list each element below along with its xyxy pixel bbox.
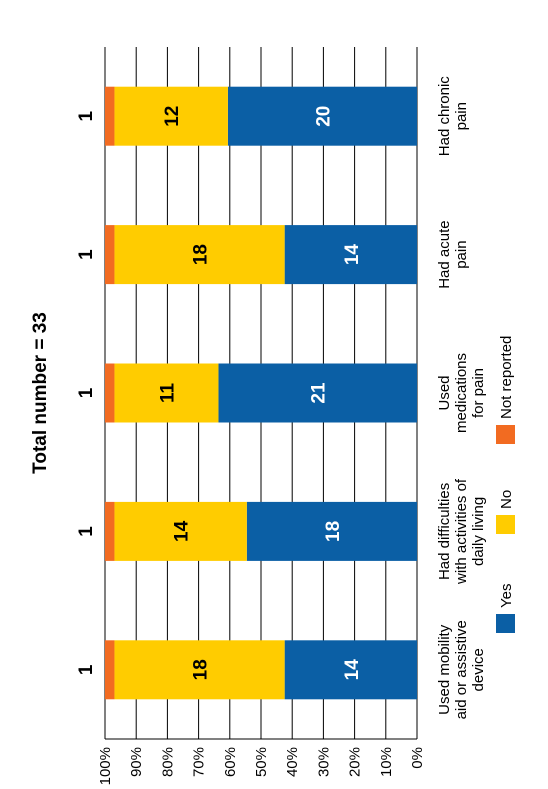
data-label: 14 [342,244,363,266]
bar-segment [114,640,285,700]
bar-segment [284,640,417,700]
bar-segment [246,501,417,561]
data-label: 18 [191,244,212,265]
data-label: 11 [157,383,178,404]
data-label: 14 [342,659,363,681]
y-tick-label: 100% [97,747,114,785]
data-label: 1 [76,526,97,537]
data-label: 1 [76,664,97,675]
data-label: 21 [309,382,330,404]
y-tick-label: 0% [409,747,426,769]
y-tick-label: 60% [222,747,239,777]
bar-segment [105,501,115,561]
y-tick-label: 50% [253,747,270,777]
legend-label: Not reported [498,336,515,419]
category-label: Had difficultieswith activities ofdaily … [436,478,487,585]
legend-label: Yes [498,584,515,608]
bar-segment [114,363,219,423]
y-tick-label: 90% [128,747,145,777]
data-label: 1 [76,110,97,121]
legend-swatch [496,515,515,534]
bar-segment [218,363,417,423]
y-tick-label: 40% [284,747,301,777]
data-label: 1 [76,249,97,260]
bar-segment [105,363,115,423]
data-label: 12 [162,106,183,127]
legend: Yes No Not reported [496,336,515,633]
category-label: Had acutepain [436,220,470,288]
data-label: 14 [172,520,193,542]
y-tick-label: 80% [159,747,176,777]
bar-segment [105,640,115,700]
bar-segment [284,225,417,285]
y-tick-label: 70% [191,747,208,777]
data-label: 18 [323,521,344,542]
chart-title: Total number = 33 [30,312,51,474]
y-tick-label: 20% [347,747,364,777]
value-axis: 0% 10% 20% 30% 40% 50% 60% 70% 80% 90% 100% [97,738,426,785]
category-label: Used mobilityaid or assistivedevice [436,620,487,719]
y-tick-label: 30% [315,747,332,777]
bar-segment [114,501,247,561]
category-labels: Used mobilityaid or assistivedevice Had d… [436,76,487,720]
data-label: 20 [313,106,334,127]
bar-segment [114,86,228,146]
data-label: 1 [76,387,97,398]
legend-swatch [496,614,515,633]
legend-swatch [496,425,515,444]
category-label: Had chronicpain [436,76,470,157]
bar-segment [105,225,115,285]
category-label: Usedmedicationsfor pain [436,353,487,433]
bar-segment [105,86,115,146]
legend-label: No [498,490,515,509]
data-label: 18 [191,659,212,680]
bar-segment [114,225,285,285]
bar-segment [227,86,417,146]
y-tick-label: 10% [378,747,395,777]
